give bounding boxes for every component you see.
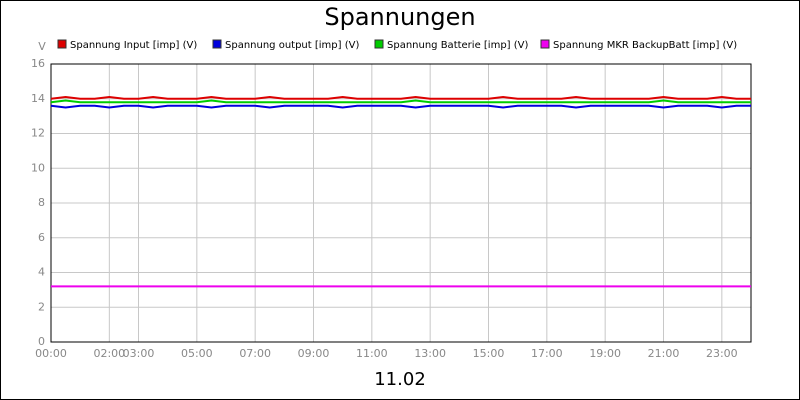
x-tick-label: 21:00 bbox=[648, 347, 680, 360]
x-tick-label: 00:00 bbox=[35, 347, 67, 360]
y-tick-label: 16 bbox=[31, 57, 45, 70]
legend-label: Spannung Batterie [imp] (V) bbox=[387, 40, 528, 51]
chart-title: Spannungen bbox=[324, 3, 475, 31]
x-tick-label: 07:00 bbox=[239, 347, 271, 360]
y-axis-label: V bbox=[38, 40, 46, 53]
series-line bbox=[50, 104, 751, 109]
x-tick-label: 19:00 bbox=[589, 347, 621, 360]
series-line bbox=[50, 96, 751, 100]
legend-swatch bbox=[212, 39, 222, 49]
y-tick-label: 2 bbox=[38, 300, 45, 313]
x-tick-label: 02:00 bbox=[93, 347, 125, 360]
y-tick-label: 8 bbox=[38, 196, 45, 209]
y-tick-label: 6 bbox=[38, 231, 45, 244]
y-tick-label: 10 bbox=[31, 161, 45, 174]
legend-swatch bbox=[540, 39, 550, 49]
chart-subtitle: 11.02 bbox=[374, 369, 426, 390]
y-tick-label: 4 bbox=[38, 266, 45, 279]
plot-frame bbox=[50, 63, 752, 343]
series-line bbox=[50, 99, 751, 104]
x-tick-label: 05:00 bbox=[181, 347, 213, 360]
legend-label: Spannung MKR BackupBatt [imp] (V) bbox=[553, 40, 737, 51]
x-tick-label: 03:00 bbox=[123, 347, 155, 360]
x-tick-label: 15:00 bbox=[473, 347, 505, 360]
x-tick-label: 17:00 bbox=[531, 347, 563, 360]
y-tick-label: 12 bbox=[31, 127, 45, 140]
legend-swatch bbox=[57, 39, 67, 49]
x-tick-label: 13:00 bbox=[414, 347, 446, 360]
x-tick-label: 09:00 bbox=[298, 347, 330, 360]
y-tick-label: 0 bbox=[38, 335, 45, 348]
x-tick-label: 11:00 bbox=[356, 347, 388, 360]
legend-label: Spannung output [imp] (V) bbox=[225, 40, 359, 51]
legend-swatch bbox=[374, 39, 384, 49]
x-tick-label: 23:00 bbox=[706, 347, 738, 360]
legend-label: Spannung Input [imp] (V) bbox=[70, 40, 197, 51]
y-tick-label: 14 bbox=[31, 92, 45, 105]
